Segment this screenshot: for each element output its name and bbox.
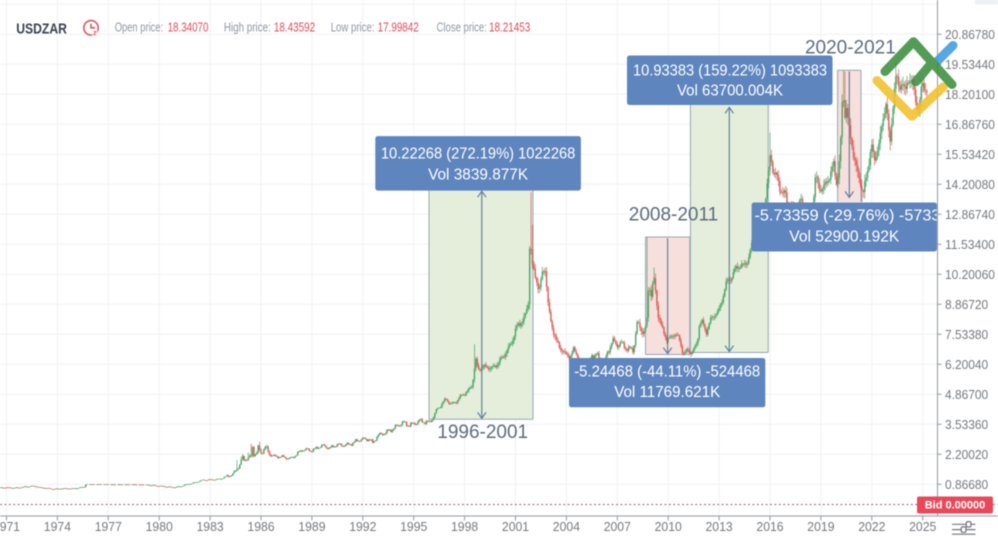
svg-text:2025: 2025 bbox=[909, 519, 936, 534]
svg-text:Vol 3839.877K: Vol 3839.877K bbox=[428, 167, 528, 184]
svg-text:Vol 52900.192K: Vol 52900.192K bbox=[789, 229, 899, 246]
svg-text:1980: 1980 bbox=[146, 519, 173, 534]
svg-text:15.53420: 15.53420 bbox=[945, 147, 995, 162]
svg-text:12.86740: 12.86740 bbox=[945, 207, 995, 222]
svg-text:2.20020: 2.20020 bbox=[945, 447, 988, 462]
svg-text:20.86780: 20.86780 bbox=[945, 27, 995, 42]
svg-text:10.20060: 10.20060 bbox=[945, 267, 995, 282]
svg-text:7.53380: 7.53380 bbox=[945, 327, 988, 342]
svg-text:2016: 2016 bbox=[756, 519, 783, 534]
svg-text:1989: 1989 bbox=[298, 519, 325, 534]
svg-text:19.53440: 19.53440 bbox=[945, 57, 995, 72]
svg-text:3.53360: 3.53360 bbox=[945, 417, 988, 432]
svg-text:2020-2021: 2020-2021 bbox=[805, 38, 896, 59]
svg-text:2013: 2013 bbox=[706, 519, 733, 534]
svg-text:USDZAR: USDZAR bbox=[16, 20, 67, 37]
svg-text:-5.24468 (-44.11%) -524468: -5.24468 (-44.11%) -524468 bbox=[574, 364, 760, 381]
svg-text:17.99842: 17.99842 bbox=[378, 20, 419, 35]
svg-text:18.20100: 18.20100 bbox=[945, 87, 995, 102]
svg-text:16.86760: 16.86760 bbox=[945, 117, 995, 132]
svg-text:Low price:: Low price: bbox=[331, 20, 375, 35]
svg-text:2008-2011: 2008-2011 bbox=[629, 205, 718, 226]
svg-text:2022: 2022 bbox=[858, 519, 885, 534]
svg-text:2004: 2004 bbox=[553, 519, 580, 534]
svg-text:14.20080: 14.20080 bbox=[945, 177, 995, 192]
svg-text:11.53400: 11.53400 bbox=[945, 237, 995, 252]
svg-text:1995: 1995 bbox=[400, 519, 427, 534]
svg-text:1992: 1992 bbox=[349, 519, 376, 534]
svg-text:1998: 1998 bbox=[451, 519, 478, 534]
svg-text:8.86720: 8.86720 bbox=[945, 297, 988, 312]
svg-text:1977: 1977 bbox=[95, 519, 122, 534]
svg-text:1983: 1983 bbox=[197, 519, 224, 534]
svg-text:2019: 2019 bbox=[807, 519, 834, 534]
svg-text:Vol 63700.004K: Vol 63700.004K bbox=[677, 83, 783, 100]
svg-text:2001: 2001 bbox=[502, 519, 529, 534]
svg-text:2010: 2010 bbox=[655, 519, 682, 534]
svg-text:18.21453: 18.21453 bbox=[489, 20, 530, 35]
svg-text:Close price:: Close price: bbox=[437, 20, 487, 35]
svg-text:6.20040: 6.20040 bbox=[945, 357, 988, 372]
svg-text:Bid 0.00000: Bid 0.00000 bbox=[925, 499, 986, 511]
svg-text:10.93383 (159.22%) 1093383: 10.93383 (159.22%) 1093383 bbox=[633, 62, 827, 79]
svg-text:18.34070: 18.34070 bbox=[168, 20, 209, 35]
svg-text:1996-2001: 1996-2001 bbox=[437, 422, 528, 443]
svg-text:Open price:: Open price: bbox=[115, 20, 164, 35]
svg-text:High price:: High price: bbox=[224, 20, 271, 35]
svg-text:1986: 1986 bbox=[247, 519, 274, 534]
svg-text:18.43592: 18.43592 bbox=[274, 20, 315, 35]
svg-text:-5.73359 (-29.76%) -573359: -5.73359 (-29.76%) -573359 bbox=[755, 208, 959, 225]
svg-text:2007: 2007 bbox=[604, 519, 631, 534]
svg-text:4.86700: 4.86700 bbox=[945, 387, 988, 402]
svg-text:1971: 1971 bbox=[0, 519, 20, 534]
svg-text:Vol 11769.621K: Vol 11769.621K bbox=[614, 384, 720, 401]
svg-text:0.86680: 0.86680 bbox=[945, 477, 988, 492]
svg-text:z: z bbox=[93, 28, 97, 37]
svg-text:10.22268 (272.19%) 1022268: 10.22268 (272.19%) 1022268 bbox=[381, 146, 576, 163]
svg-text:1974: 1974 bbox=[44, 519, 71, 534]
